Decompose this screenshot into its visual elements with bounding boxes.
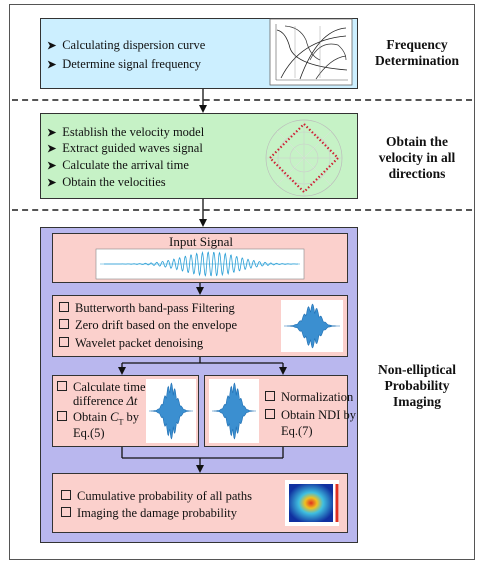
arrow-bullet-icon: ➤ — [47, 177, 57, 189]
checkbox-bullet-icon — [265, 391, 275, 401]
arrow-bullet-icon: ➤ — [47, 143, 57, 155]
ndi-step: Obtain NDI by — [265, 408, 356, 422]
arrival-time-step: ➤ Calculate the arrival time — [47, 158, 189, 172]
wavelet-step: Wavelet packet denoising — [59, 336, 203, 351]
obtain-ct-step: Obtain CT by — [57, 410, 139, 430]
flow-arrows — [118, 89, 287, 473]
checkbox-bullet-icon — [61, 507, 71, 517]
time-difference-step: Calculate time — [57, 380, 146, 394]
section-divider — [12, 99, 472, 101]
obtain-ct-line2: Eq.(5) — [73, 426, 105, 440]
velocity-step-box: ➤ Establish the velocity model ➤ Extract g… — [40, 113, 358, 199]
velocity-section-label: Obtain the velocity in all directions — [378, 134, 456, 181]
checkbox-bullet-icon — [265, 409, 275, 419]
extract-signal-step: ➤ Extract guided waves signal — [47, 141, 203, 155]
arrow-bullet-icon: ➤ — [47, 127, 57, 139]
frequency-section-label: Frequency Determination — [375, 37, 459, 68]
checkbox-bullet-icon — [57, 411, 67, 421]
checkbox-bullet-icon — [57, 381, 67, 391]
checkbox-bullet-icon — [59, 337, 69, 347]
time-difference-waveform-thumbnail — [146, 379, 196, 443]
bandpass-step: Butterworth band-pass Filtering — [59, 301, 235, 316]
damage-probability-image — [285, 480, 339, 526]
arrow-bullet-icon: ➤ — [47, 59, 57, 71]
arrow-bullet-icon: ➤ — [47, 40, 57, 52]
checkbox-bullet-icon — [59, 319, 69, 329]
imaging-section-label: Non-elliptical Probability Imaging — [378, 362, 456, 409]
velocity-model-step: ➤ Establish the velocity model — [47, 125, 205, 139]
arrow-bullet-icon: ➤ — [47, 160, 57, 172]
input-signal-plot — [95, 248, 305, 280]
dispersion-curve-thumbnail — [269, 18, 353, 86]
checkbox-bullet-icon — [59, 302, 69, 312]
filtered-waveform-thumbnail — [281, 300, 343, 352]
dispersion-step: ➤ Calculating dispersion curve — [47, 38, 206, 52]
checkbox-bullet-icon — [61, 490, 71, 500]
normalization-step: Normalization — [265, 390, 353, 404]
section-divider — [12, 209, 472, 211]
velocities-step: ➤ Obtain the velocities — [47, 175, 166, 189]
frequency-step: ➤ Determine signal frequency — [47, 57, 202, 71]
ndi-line2: Eq.(7) — [281, 424, 313, 438]
polar-velocity-plot — [265, 119, 343, 197]
damage-imaging-step: Imaging the damage probability — [61, 506, 237, 521]
zero-drift-step: Zero drift based on the envelope — [59, 318, 237, 333]
cumulative-step: Cumulative probability of all paths — [61, 489, 252, 504]
normalization-waveform-thumbnail — [209, 379, 259, 443]
time-difference-line2: difference Δt — [73, 394, 138, 408]
input-signal-title: Input Signal — [169, 234, 233, 249]
